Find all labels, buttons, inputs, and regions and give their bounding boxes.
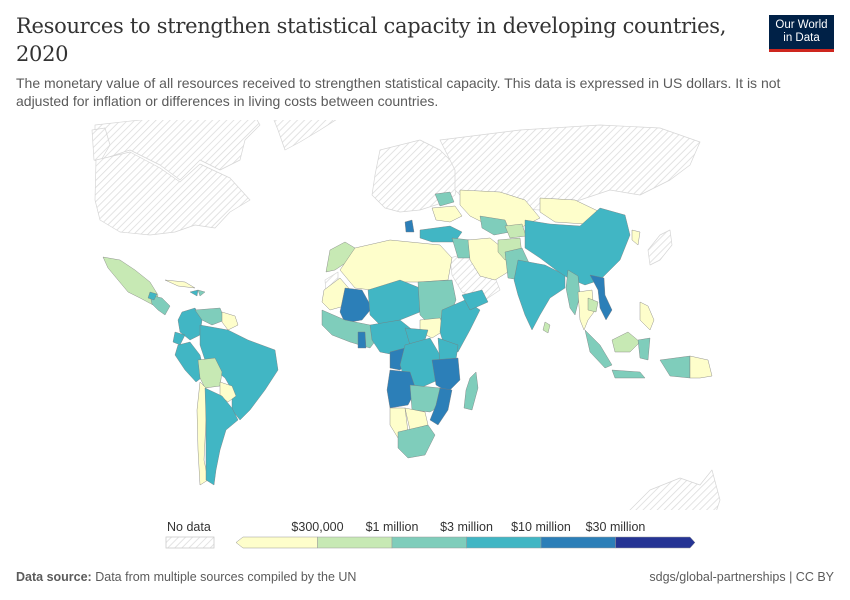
country-belarus[interactable] — [434, 191, 455, 207]
country-greenland[interactable] — [270, 120, 345, 151]
country-angola[interactable] — [386, 369, 417, 409]
country-mozambique[interactable] — [429, 387, 453, 426]
country-niger-chad[interactable] — [367, 279, 421, 326]
legend-tick-label: $1 million — [366, 520, 419, 534]
country-haiti[interactable] — [189, 289, 199, 297]
color-legend: No data $300,000 $1 million $3 million $10 … — [165, 520, 696, 549]
country-usa[interactable] — [94, 151, 251, 236]
legend-bin-2[interactable] — [391, 536, 467, 549]
country-argentina[interactable] — [204, 387, 239, 486]
data-source: Data source: Data from multiple sources … — [16, 570, 356, 584]
country-papua-indonesia[interactable] — [659, 355, 691, 379]
legend-tick-label: $10 million — [511, 520, 571, 534]
country-sulawesi[interactable] — [637, 337, 651, 361]
legend-no-data-swatch — [165, 536, 215, 549]
chart-title: Resources to strengthen statistical capa… — [16, 14, 727, 66]
country-paraguay[interactable] — [219, 381, 237, 403]
country-myanmar[interactable] — [565, 269, 581, 316]
country-cuba[interactable] — [164, 279, 196, 289]
legend-tick-label: $30 million — [586, 520, 646, 534]
country-china[interactable] — [524, 207, 631, 286]
country-png[interactable] — [689, 355, 713, 379]
world-map[interactable] — [0, 120, 850, 510]
country-serbia[interactable] — [404, 219, 415, 233]
country-japan[interactable] — [647, 229, 673, 266]
country-tanzania-kenya[interactable] — [431, 357, 461, 393]
country-sri-lanka[interactable] — [542, 321, 551, 334]
country-laos-cambodia[interactable] — [587, 297, 599, 313]
legend-bin-4[interactable] — [540, 536, 616, 549]
country-venezuela[interactable] — [194, 307, 226, 326]
country-ukraine[interactable] — [431, 205, 463, 223]
country-vietnam[interactable] — [589, 274, 613, 321]
country-south-africa[interactable] — [397, 424, 436, 459]
country-alaska[interactable] — [91, 127, 111, 163]
country-algeria-libya-egypt[interactable] — [339, 239, 453, 291]
legend-tick-label: $300,000 — [291, 520, 343, 534]
country-sumatra[interactable] — [584, 329, 613, 369]
country-dominican[interactable] — [197, 289, 206, 297]
country-philippines[interactable] — [639, 301, 655, 331]
data-source-label: Data source: — [16, 570, 92, 584]
country-uzbekistan[interactable] — [479, 215, 511, 236]
logo-line-2: in Data — [783, 32, 820, 44]
country-yemen[interactable] — [461, 289, 489, 311]
legend-tick-label: $3 million — [440, 520, 493, 534]
owid-logo[interactable]: Our World in Data — [769, 15, 834, 52]
data-source-text: Data from multiple sources compiled by t… — [95, 570, 357, 584]
country-kyrgyz-tajik[interactable] — [504, 223, 527, 239]
footer-license[interactable]: sdgs/global-partnerships | CC BY — [649, 570, 834, 584]
country-korea[interactable] — [631, 229, 641, 246]
legend-bin-5[interactable] — [615, 536, 696, 549]
chart-subtitle: The monetary value of all resources rece… — [16, 75, 781, 109]
country-madagascar[interactable] — [463, 371, 479, 411]
legend-bin-1[interactable] — [317, 536, 393, 549]
logo-line-1: Our World — [775, 19, 828, 31]
legend-bin-0[interactable] — [235, 536, 318, 549]
legend-no-data-label: No data — [167, 520, 211, 534]
country-mali[interactable] — [339, 287, 373, 324]
country-java[interactable] — [611, 369, 646, 379]
country-ghana[interactable] — [357, 331, 367, 349]
legend-bin-3[interactable] — [466, 536, 542, 549]
country-australia[interactable] — [620, 469, 721, 510]
country-central-america[interactable] — [149, 294, 171, 316]
country-guatemala[interactable] — [147, 291, 158, 301]
country-malaysia-borneo[interactable] — [611, 331, 641, 353]
country-guyana-suriname[interactable] — [221, 311, 239, 331]
